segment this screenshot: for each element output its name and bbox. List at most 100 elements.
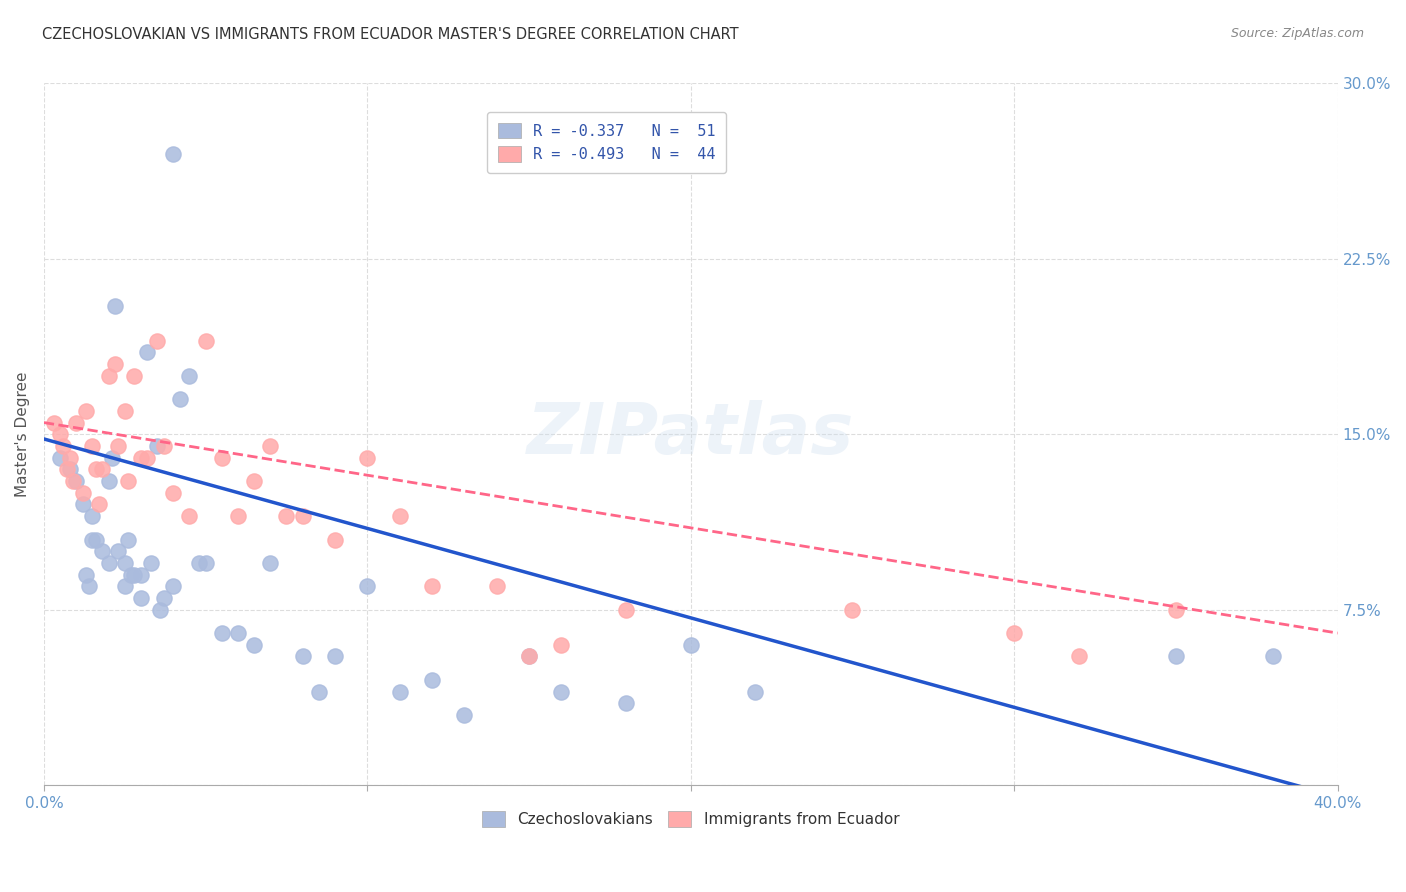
Point (114, 556, 136, 570)
Point (42, 416, 65, 430)
Point (1164, 602, 1187, 616)
Point (226, 626, 249, 640)
Point (291, 509, 314, 524)
Point (49, 450, 72, 465)
Point (129, 450, 152, 465)
Point (146, 439, 169, 453)
Point (149, 602, 172, 616)
Point (1164, 649, 1187, 664)
Point (162, 146, 184, 161)
Point (211, 450, 233, 465)
Point (65, 416, 87, 430)
Point (259, 556, 281, 570)
Point (139, 556, 162, 570)
Point (323, 533, 346, 547)
Point (84, 533, 107, 547)
Point (82, 439, 104, 453)
Text: ZIPatlas: ZIPatlas (527, 400, 855, 469)
Point (308, 684, 330, 698)
Point (117, 533, 139, 547)
Point (1002, 626, 1025, 640)
Point (211, 626, 233, 640)
Point (124, 368, 146, 383)
Point (1067, 649, 1090, 664)
Point (152, 439, 174, 453)
Point (162, 579, 184, 593)
Text: Source: ZipAtlas.com: Source: ZipAtlas.com (1230, 27, 1364, 40)
Point (75, 404, 97, 418)
Point (485, 579, 508, 593)
Point (169, 392, 191, 407)
Point (194, 334, 217, 348)
Point (75, 567, 97, 582)
Point (49, 427, 72, 442)
Point (517, 649, 540, 664)
Point (97, 556, 120, 570)
Point (52, 439, 75, 453)
Point (243, 474, 266, 488)
Point (91, 544, 114, 558)
Point (162, 485, 184, 500)
Point (276, 509, 298, 524)
Point (55, 462, 77, 476)
Point (117, 474, 139, 488)
Point (136, 345, 159, 359)
Point (420, 579, 443, 593)
Point (65, 474, 87, 488)
Point (388, 509, 411, 524)
Point (97, 474, 120, 488)
Point (146, 334, 169, 348)
Point (194, 556, 217, 570)
Point (124, 567, 146, 582)
Point (129, 567, 152, 582)
Point (744, 684, 766, 698)
Point (59, 450, 82, 465)
Point (77, 579, 100, 593)
Point (550, 638, 572, 652)
Point (243, 638, 266, 652)
Point (107, 439, 129, 453)
Point (82, 509, 104, 524)
Point (841, 602, 863, 616)
Point (104, 357, 127, 371)
Point (59, 462, 82, 476)
Point (179, 509, 201, 524)
Point (82, 533, 104, 547)
Point (420, 673, 443, 687)
Point (179, 368, 201, 383)
Point (120, 567, 142, 582)
Point (356, 450, 378, 465)
Point (453, 707, 475, 722)
Point (104, 299, 127, 313)
Point (114, 404, 136, 418)
Text: CZECHOSLOVAKIAN VS IMMIGRANTS FROM ECUADOR MASTER'S DEGREE CORRELATION CHART: CZECHOSLOVAKIAN VS IMMIGRANTS FROM ECUAD… (42, 27, 738, 42)
Point (388, 684, 411, 698)
Point (136, 450, 159, 465)
Point (679, 638, 702, 652)
Point (87, 498, 110, 512)
Legend: Czechoslovakians, Immigrants from Ecuador: Czechoslovakians, Immigrants from Ecuado… (477, 805, 905, 834)
Point (323, 649, 346, 664)
Point (188, 556, 211, 570)
Point (114, 579, 136, 593)
Y-axis label: Master's Degree: Master's Degree (15, 371, 30, 497)
Point (72, 485, 94, 500)
Point (614, 696, 637, 710)
Point (84, 462, 107, 476)
Point (72, 498, 94, 512)
Point (226, 509, 249, 524)
Point (107, 544, 129, 558)
Point (291, 649, 314, 664)
Point (62, 474, 84, 488)
Point (614, 602, 637, 616)
Point (152, 591, 174, 605)
Point (517, 649, 540, 664)
Point (97, 368, 120, 383)
Point (550, 684, 572, 698)
Point (356, 579, 378, 593)
Point (91, 462, 114, 476)
Point (1261, 649, 1284, 664)
Point (101, 450, 124, 465)
Point (259, 439, 281, 453)
Point (129, 591, 152, 605)
